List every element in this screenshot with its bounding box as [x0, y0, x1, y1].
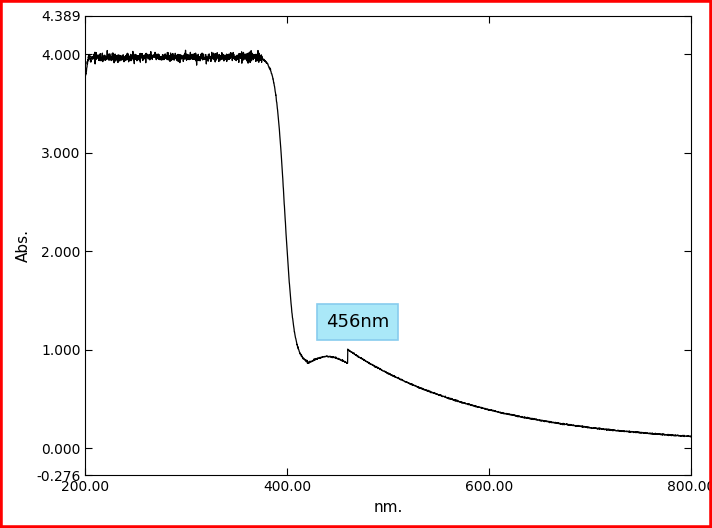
- Text: 456nm: 456nm: [326, 313, 389, 331]
- X-axis label: nm.: nm.: [373, 499, 403, 515]
- Y-axis label: Abs.: Abs.: [16, 229, 31, 262]
